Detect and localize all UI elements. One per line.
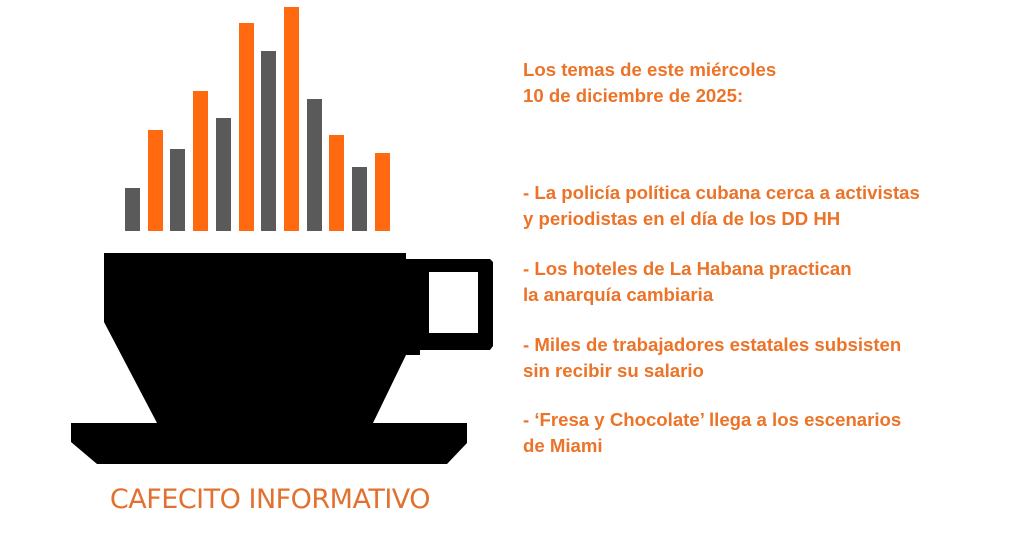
steam-bar (216, 118, 231, 231)
topic-item: - Los hoteles de La Habana practican la … (523, 256, 852, 307)
steam-bar (307, 99, 322, 231)
topic-line: la anarquía cambiaria (523, 283, 714, 305)
steam-bar (352, 167, 367, 231)
saucer-icon (71, 423, 467, 464)
topic-item: - La policía política cubana cerca a act… (523, 180, 920, 231)
header-line: 10 de diciembre de 2025: (523, 84, 744, 106)
topic-line: sin recibir su salario (523, 359, 704, 381)
steam-bar (193, 91, 208, 231)
steam-bars (125, 7, 390, 231)
steam-bar (170, 149, 185, 231)
steam-bar (284, 7, 299, 231)
topic-line: - La policía política cubana cerca a act… (523, 182, 920, 203)
cup-icon (104, 253, 493, 423)
topic-line: - ‘Fresa y Chocolate’ llega a los escena… (523, 409, 902, 430)
steam-bar (375, 153, 390, 231)
brand-name: CAFECITO INFORMATIVO (109, 484, 431, 515)
topic-line: - Los hoteles de La Habana practican (523, 258, 852, 279)
topic-line: de Miami (523, 434, 603, 456)
topic-item: - Miles de trabajadores estatales subsis… (523, 332, 901, 383)
steam-bar (261, 51, 276, 231)
steam-bar (125, 188, 140, 231)
steam-bar (329, 135, 344, 231)
header: Los temas de este miércoles 10 de diciem… (523, 57, 776, 108)
steam-bar (148, 130, 163, 231)
cafecito-logo (71, 7, 493, 464)
steam-bar (239, 23, 254, 231)
topic-line: - Miles de trabajadores estatales subsis… (523, 334, 902, 355)
header-line: Los temas de este miércoles (523, 59, 777, 80)
topic-item: - ‘Fresa y Chocolate’ llega a los escena… (523, 407, 901, 458)
topic-line: y periodistas en el día de los DD HH (523, 207, 841, 229)
